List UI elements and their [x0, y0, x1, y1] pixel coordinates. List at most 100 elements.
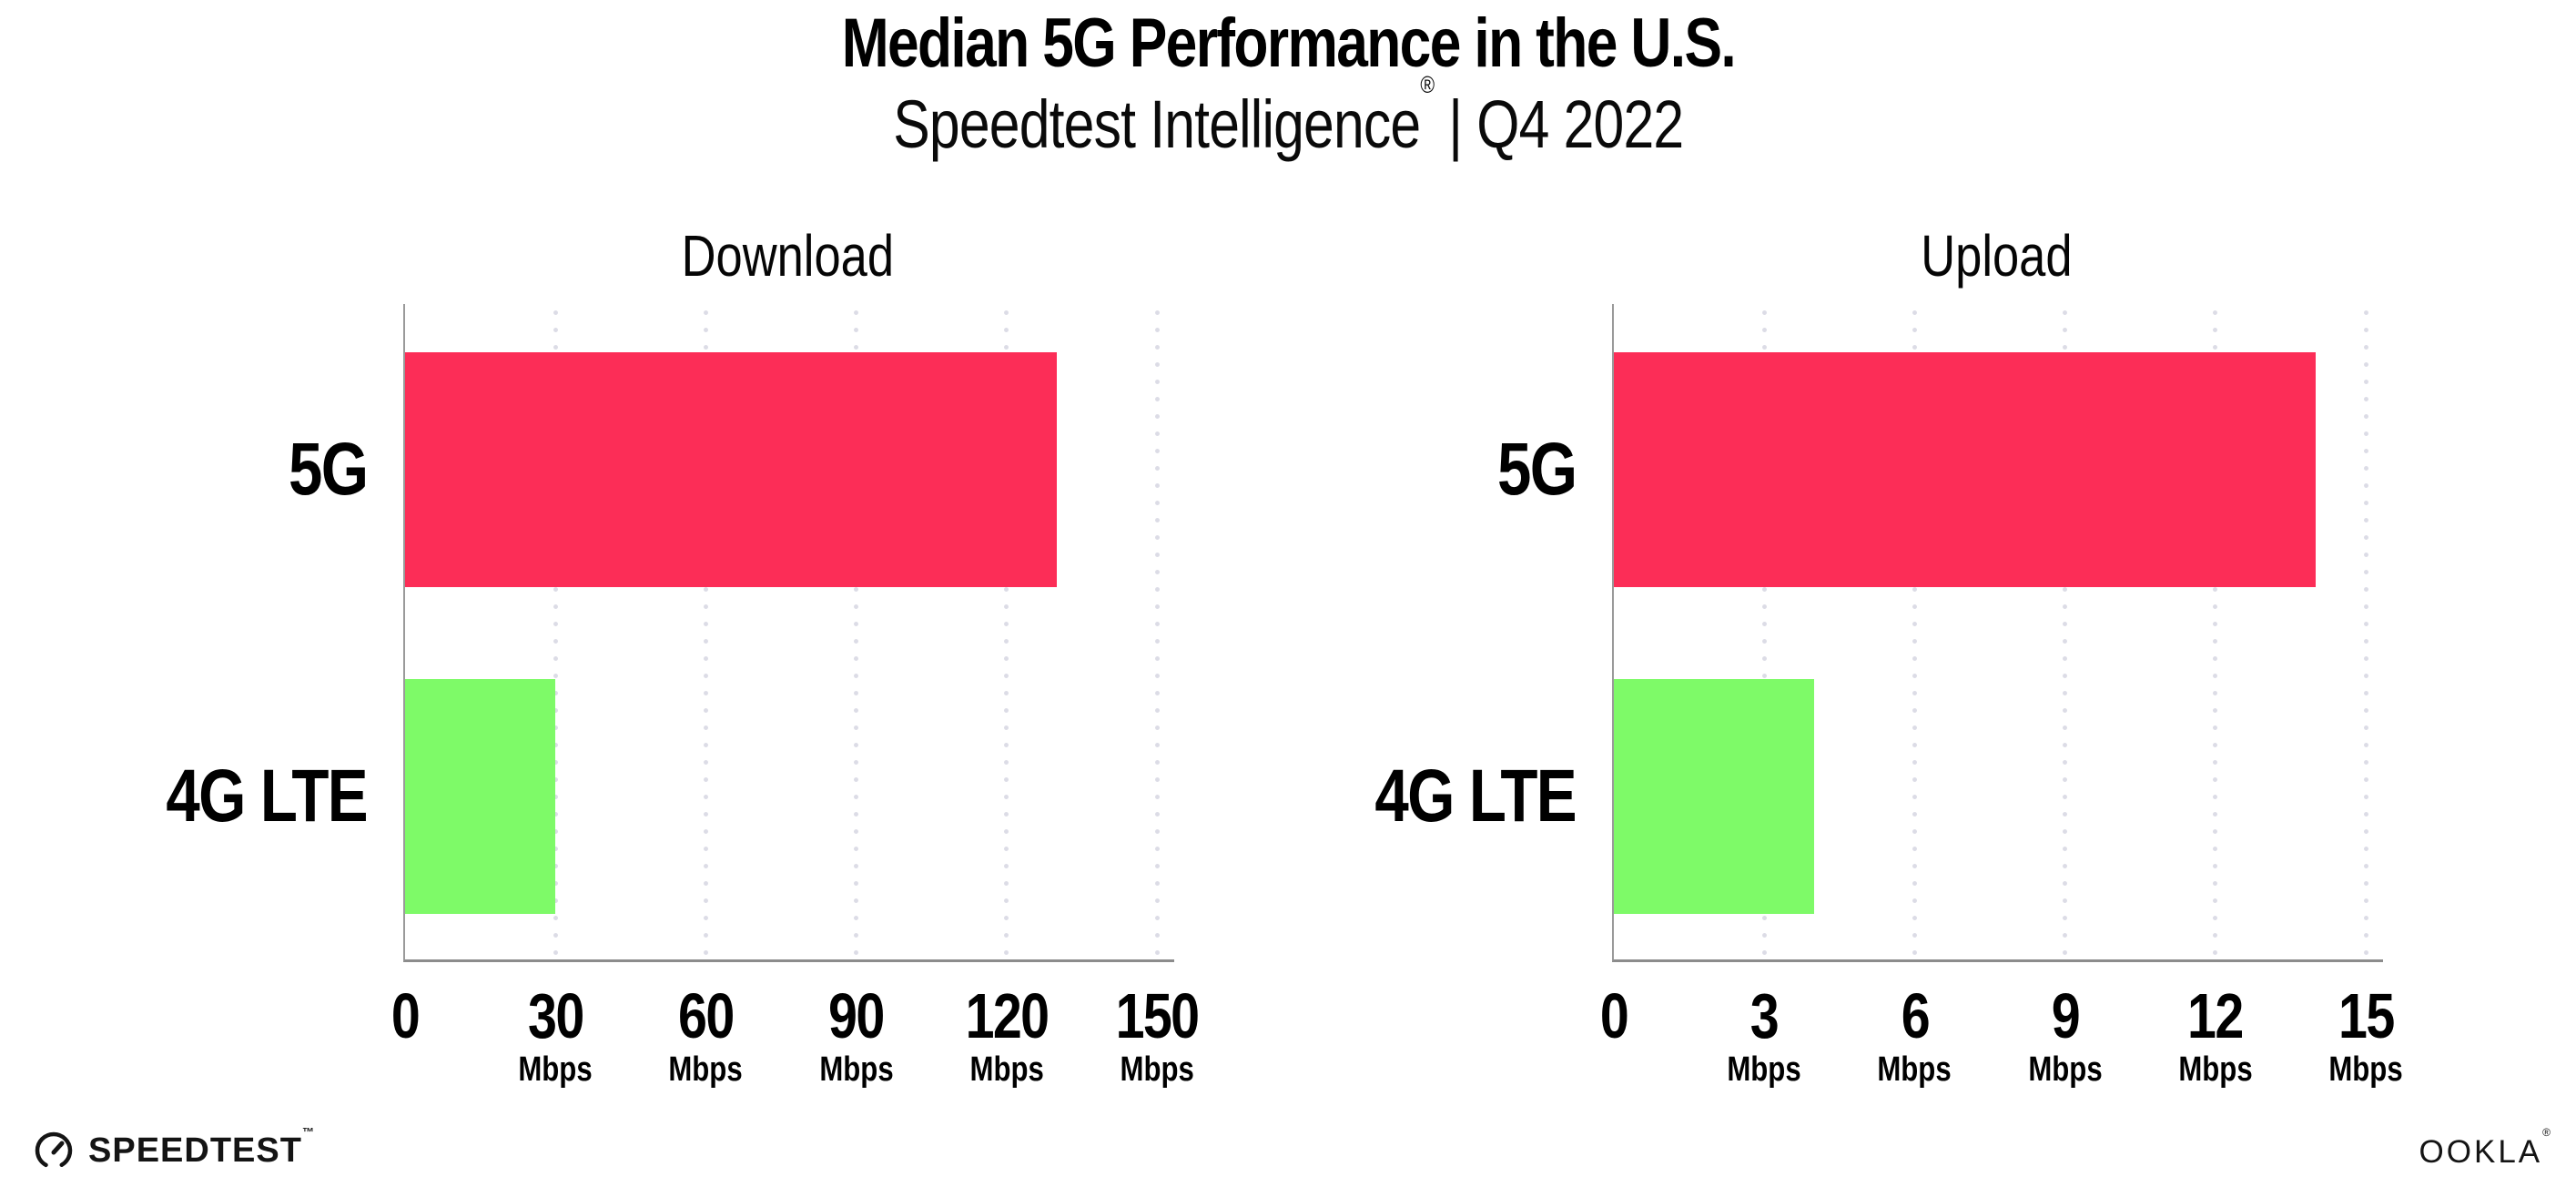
x-tick-value: 0: [1597, 983, 1631, 1049]
category-label-download-5g: 5G: [105, 352, 369, 587]
x-tick-unit: Mbps: [511, 1049, 601, 1090]
bar-download-4g-lte: [405, 679, 556, 914]
x-tick-unit-text: Mbps: [2328, 1050, 2403, 1089]
chart-title-text: Upload: [1921, 223, 2073, 289]
page-title-text: Median 5G Performance in the U.S.: [841, 5, 1736, 82]
page-subtitle-text: Speedtest Intelligence® | Q4 2022: [892, 71, 1684, 163]
x-tick-unit-text: Mbps: [518, 1050, 593, 1089]
x-tick-value-text: 120: [965, 980, 1049, 1051]
plot-area-download: 5G 4G LTE 0 30 Mbps 60 Mbps 90 Mbps 120 Mbps 150 Mbp…: [166, 304, 1200, 1089]
x-tick-upload-15: 15 Mbps: [2320, 983, 2410, 1090]
gridline-upload-9: [2063, 304, 2068, 959]
page-title: Median 5G Performance in the U.S.: [0, 4, 2576, 83]
registered-icon: ®: [2542, 1126, 2551, 1140]
ookla-wordmark: OOKLA®: [2419, 1126, 2551, 1171]
gridline-download-150: [1154, 304, 1160, 959]
x-tick-unit: Mbps: [1719, 1049, 1810, 1090]
ookla-wordmark-text: OOKLA: [2419, 1134, 2543, 1170]
x-tick-value: 12: [2170, 983, 2260, 1049]
x-tick-upload-12: 12 Mbps: [2170, 983, 2260, 1090]
category-label-upload-5g: 5G: [1313, 352, 1577, 587]
x-tick-unit: Mbps: [2320, 1049, 2410, 1090]
x-tick-value: 90: [811, 983, 901, 1049]
x-tick-unit: Mbps: [1870, 1049, 1960, 1090]
x-tick-download-0: 0: [389, 983, 422, 1049]
bar-download-5g: [405, 352, 1057, 587]
x-tick-upload-6: 6 Mbps: [1870, 983, 1960, 1090]
gridline-upload-6: [1912, 304, 1917, 959]
x-tick-unit-text: Mbps: [2178, 1050, 2253, 1089]
x-tick-value: 3: [1719, 983, 1810, 1049]
x-tick-upload-0: 0: [1597, 983, 1631, 1049]
speedtest-logo: SPEEDTEST™: [32, 1125, 314, 1172]
registered-trademark-icon: ®: [1420, 71, 1435, 99]
x-tick-unit: Mbps: [661, 1049, 751, 1090]
x-tick-unit-text: Mbps: [1727, 1050, 1801, 1089]
gridline-upload-15: [2363, 304, 2368, 959]
category-label-upload-4g-lte: 4G LTE: [1313, 679, 1577, 914]
x-tick-value-text: 12: [2187, 980, 2245, 1051]
gridline-upload-12: [2213, 304, 2218, 959]
ookla-logo: OOKLA®: [2419, 1126, 2551, 1171]
gridline-download-30: [553, 304, 558, 959]
category-label-text: 4G LTE: [1374, 755, 1577, 837]
speedtest-wordmark: SPEEDTEST™: [88, 1125, 314, 1171]
x-tick-value-text: 3: [1750, 980, 1780, 1051]
x-tick-download-60: 60 Mbps: [661, 983, 751, 1090]
x-tick-value-text: 9: [2051, 980, 2080, 1051]
category-label-text: 5G: [1496, 428, 1577, 511]
x-tick-unit-text: Mbps: [1877, 1050, 1952, 1089]
category-label-text: 5G: [288, 428, 369, 511]
x-tick-value: 60: [661, 983, 751, 1049]
x-tick-value-text: 90: [828, 980, 885, 1051]
x-tick-unit-text: Mbps: [2027, 1050, 2103, 1089]
x-tick-value-text: 150: [1115, 980, 1200, 1051]
x-tick-unit-text: Mbps: [969, 1050, 1044, 1089]
chart-title-download: Download: [403, 222, 1172, 289]
x-tick-unit: Mbps: [2170, 1049, 2260, 1090]
x-tick-value-text: 30: [527, 980, 584, 1051]
x-tick-value: 30: [511, 983, 601, 1049]
page-subtitle: Speedtest Intelligence® | Q4 2022: [0, 71, 2576, 163]
gridline-upload-3: [1761, 304, 1767, 959]
x-tick-unit: Mbps: [811, 1049, 901, 1090]
x-tick-value: 120: [956, 983, 1057, 1049]
chart-title-upload: Upload: [1612, 222, 2381, 289]
x-tick-value: 150: [1107, 983, 1208, 1049]
category-label-download-4g-lte: 4G LTE: [105, 679, 368, 914]
x-tick-unit: Mbps: [1107, 1049, 1208, 1090]
speedtest-gauge-icon: [35, 1131, 73, 1170]
plot-area-upload: 5G 4G LTE 0 3 Mbps 6 Mbps 9 Mbps 12 Mbps 15 Mbps: [1374, 304, 2403, 1089]
x-tick-value-text: 0: [390, 980, 421, 1051]
x-tick-value-text: 0: [1599, 980, 1629, 1051]
category-label-text: 4G LTE: [166, 755, 368, 837]
subtitle-brand: Speedtest Intelligence: [892, 86, 1421, 162]
bar-upload-5g: [1614, 352, 2316, 587]
x-tick-download-120: 120 Mbps: [956, 983, 1057, 1090]
x-tick-value: 6: [1870, 983, 1960, 1049]
chart-title-text: Download: [681, 223, 895, 289]
x-tick-value: 9: [2020, 983, 2110, 1049]
x-tick-value-text: 15: [2338, 980, 2395, 1051]
x-tick-value: 0: [389, 983, 422, 1049]
x-tick-value-text: 6: [1901, 980, 1930, 1051]
x-tick-value: 15: [2320, 983, 2410, 1049]
x-tick-unit: Mbps: [2020, 1049, 2110, 1090]
x-tick-value-text: 60: [678, 980, 735, 1051]
subtitle-period: | Q4 2022: [1433, 86, 1684, 162]
x-tick-download-150: 150 Mbps: [1107, 983, 1208, 1090]
x-tick-download-30: 30 Mbps: [511, 983, 601, 1090]
x-tick-unit-text: Mbps: [668, 1050, 744, 1089]
gridline-download-90: [854, 304, 859, 959]
bar-upload-4g-lte: [1614, 679, 1815, 914]
x-tick-upload-9: 9 Mbps: [2020, 983, 2110, 1090]
x-tick-download-90: 90 Mbps: [811, 983, 901, 1090]
gridline-download-60: [703, 304, 708, 959]
x-tick-upload-3: 3 Mbps: [1719, 983, 1810, 1090]
x-tick-unit-text: Mbps: [1120, 1050, 1194, 1089]
gridline-download-120: [1004, 304, 1009, 959]
trademark-icon: ™: [301, 1124, 314, 1139]
x-tick-unit: Mbps: [956, 1049, 1057, 1090]
x-tick-unit-text: Mbps: [818, 1050, 894, 1089]
